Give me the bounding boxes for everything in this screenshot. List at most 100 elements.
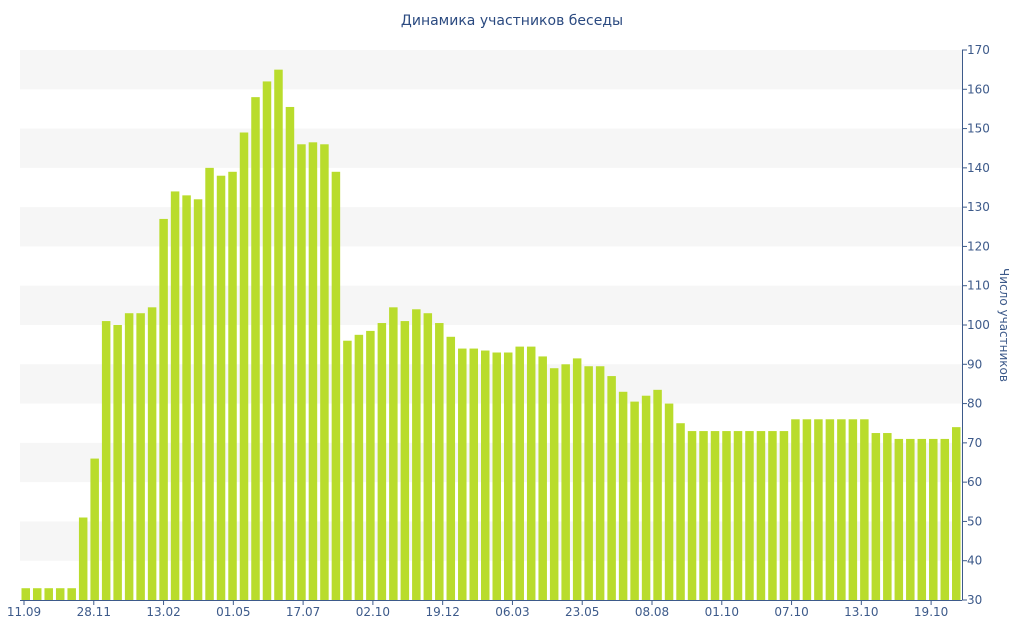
bar (664, 403, 674, 600)
x-axis: 11.09 28.11 13.02 01.05 17.07 02.10 19.12 06.03… (7, 600, 962, 619)
bar (458, 348, 467, 600)
bar (676, 423, 685, 600)
bar (274, 69, 283, 600)
x-tick-label: 19.10 (914, 605, 948, 619)
y-tick-label: 70 (967, 436, 982, 450)
bar (239, 132, 249, 600)
bar (377, 323, 387, 600)
bar (549, 368, 559, 600)
bar (101, 321, 111, 600)
bar (779, 431, 789, 600)
y-tick-label: 130 (967, 200, 990, 214)
x-tick-label: 17.07 (286, 605, 320, 619)
bar (78, 517, 88, 600)
bar (722, 431, 731, 600)
x-tick-label: 28.11 (77, 605, 111, 619)
bar (791, 419, 800, 600)
bar (389, 307, 398, 600)
bar (825, 419, 835, 600)
y-tick-label: 150 (967, 122, 990, 136)
y-tick-label: 60 (967, 475, 982, 489)
y-tick-label: 90 (967, 357, 982, 371)
bar (90, 458, 99, 600)
chart-title: Динамика участников беседы (400, 13, 624, 29)
y-tick-label: 80 (967, 397, 982, 411)
bar (653, 389, 662, 600)
y-tick-label: 140 (967, 161, 990, 175)
bar (136, 313, 145, 600)
bar (481, 350, 490, 600)
bar (228, 171, 237, 601)
y-axis: 30 40 50 60 70 80 90 100 110 120 130 140 150 160 170 (962, 43, 990, 607)
x-tick-label: 08.08 (635, 605, 669, 619)
y-tick-label: 50 (967, 514, 982, 528)
bar (952, 427, 961, 600)
bar (802, 419, 812, 600)
x-tick-label: 02.10 (356, 605, 390, 619)
bar (561, 364, 570, 600)
bar (308, 142, 318, 601)
y-tick-label: 40 (967, 554, 982, 568)
bar (262, 81, 272, 600)
bar (320, 144, 329, 601)
x-tick-label: 01.10 (705, 605, 739, 619)
bar (538, 356, 547, 600)
bar (607, 376, 616, 600)
bar (940, 438, 950, 600)
bar (733, 431, 743, 600)
bar (124, 313, 134, 600)
y-tick-label: 110 (967, 279, 990, 293)
bar (159, 218, 168, 600)
bar (699, 431, 708, 600)
x-tick-label: 13.10 (844, 605, 878, 619)
bar (297, 144, 306, 601)
bar (285, 106, 295, 600)
x-tick-label: 23.05 (565, 605, 599, 619)
bar (205, 167, 214, 600)
bar (894, 438, 904, 600)
bar (929, 438, 938, 600)
bar (32, 588, 42, 600)
bar (871, 433, 881, 600)
bar (756, 431, 766, 600)
bar (848, 419, 858, 600)
bar (641, 395, 651, 600)
y-tick-label: 160 (967, 82, 990, 96)
bar (435, 323, 444, 600)
bar (710, 431, 720, 600)
bar (331, 171, 341, 601)
bar (572, 358, 582, 600)
bar (469, 348, 479, 600)
y-axis-title: Число участников (997, 268, 1011, 382)
bar (917, 438, 927, 600)
y-tick-label: 170 (967, 43, 990, 57)
bar (354, 334, 364, 600)
bar (630, 401, 639, 600)
bar (366, 330, 375, 600)
bar (526, 346, 536, 600)
bars-group (21, 69, 961, 601)
bar (44, 588, 53, 600)
bar (216, 175, 226, 600)
x-tick-label: 19.12 (425, 605, 459, 619)
bar (446, 336, 456, 600)
bar (21, 588, 30, 600)
bar (503, 352, 513, 600)
bar (113, 325, 122, 600)
bar (595, 366, 605, 600)
bar (768, 431, 777, 600)
bar (147, 307, 157, 600)
x-tick-label: 06.03 (495, 605, 529, 619)
bar (251, 97, 260, 601)
bar (814, 419, 823, 600)
x-tick-label: 01.05 (216, 605, 250, 619)
bar (618, 391, 628, 600)
grid-band (20, 128, 962, 168)
bar (687, 431, 697, 600)
bar (423, 313, 433, 600)
bar (55, 588, 65, 600)
x-tick-label: 07.10 (774, 605, 808, 619)
bar (745, 431, 754, 600)
bar (182, 195, 191, 600)
bar (170, 191, 180, 600)
